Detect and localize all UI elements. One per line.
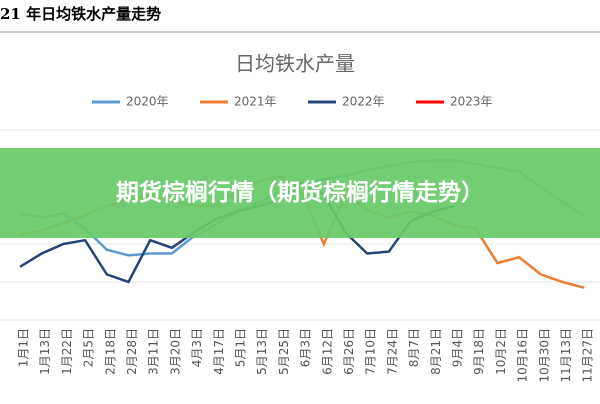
x-tick-label: 3月11日 [147, 328, 161, 375]
x-tick-label: 5月13日 [255, 328, 269, 375]
chart-title: 日均铁水产量 [235, 52, 355, 76]
x-tick-label: 5月1日 [234, 328, 248, 367]
x-tick-label: 6月12日 [320, 328, 334, 375]
legend-label: 2020年 [126, 95, 169, 109]
legend-label: 2023年 [450, 95, 493, 109]
x-tick-label: 3月20日 [168, 328, 182, 375]
x-tick-label: 1月22日 [60, 328, 74, 375]
x-tick-label: 7月24日 [385, 328, 399, 375]
x-tick-label: 10月16日 [516, 328, 530, 383]
x-tick-label: 8月21日 [429, 328, 443, 375]
x-tick-label: 6月26日 [342, 328, 356, 375]
x-tick-label: 1月1日 [17, 328, 31, 367]
x-tick-label: 2月28日 [125, 328, 139, 375]
x-tick-label: 7月10日 [364, 328, 378, 375]
x-tick-label: 2月18日 [103, 328, 117, 375]
x-tick-label: 10月30日 [537, 328, 551, 383]
x-tick-label: 1月13日 [38, 328, 52, 375]
x-tick-label: 11月13日 [559, 328, 573, 383]
x-tick-label: 4月3日 [190, 328, 204, 367]
legend-label: 2021年 [234, 95, 277, 109]
x-tick-label: 6月3日 [299, 328, 313, 367]
x-tick-label: 10月2日 [494, 328, 508, 375]
banner: 期货棕榈行情（期货棕榈行情走势） [0, 148, 600, 238]
x-tick-label: 5月25日 [277, 328, 291, 375]
x-tick-label: 8月7日 [407, 328, 421, 367]
x-tick-label: 9月4日 [451, 328, 465, 367]
x-tick-label: 9月18日 [472, 328, 486, 375]
x-tick-label: 4月17日 [212, 328, 226, 375]
header: 21 年日均铁水产量走势 [0, 5, 161, 23]
x-tick-label: 2月5日 [82, 328, 96, 367]
legend-label: 2022年 [342, 95, 385, 109]
x-tick-label: 11月27日 [581, 328, 595, 383]
